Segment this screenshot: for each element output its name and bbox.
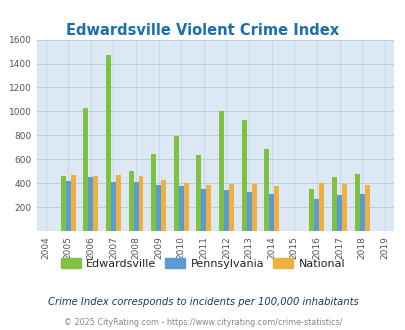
Bar [264, 149, 269, 231]
Bar [218, 112, 224, 231]
Legend: Edwardsville, Pennsylvania, National: Edwardsville, Pennsylvania, National [56, 254, 349, 273]
Bar [336, 194, 341, 231]
Bar [128, 171, 133, 231]
Text: Edwardsville Violent Crime Index: Edwardsville Violent Crime Index [66, 23, 339, 38]
Bar [251, 184, 256, 231]
Bar [161, 180, 166, 231]
Bar [83, 108, 88, 231]
Bar [228, 184, 233, 231]
Bar [359, 194, 364, 231]
Bar [151, 154, 156, 231]
Bar [241, 120, 246, 231]
Text: Crime Index corresponds to incidents per 100,000 inhabitants: Crime Index corresponds to incidents per… [47, 297, 358, 307]
Bar [364, 185, 369, 231]
Bar [319, 183, 324, 231]
Bar [93, 176, 98, 231]
Bar [183, 183, 188, 231]
Text: © 2025 CityRating.com - https://www.cityrating.com/crime-statistics/: © 2025 CityRating.com - https://www.city… [64, 318, 341, 327]
Bar [178, 186, 183, 231]
Bar [331, 177, 336, 231]
Bar [354, 174, 359, 231]
Bar [341, 184, 346, 231]
Bar [106, 55, 111, 231]
Bar [196, 155, 201, 231]
Bar [61, 176, 66, 231]
Bar [201, 188, 206, 231]
Bar [111, 182, 115, 231]
Bar [273, 185, 279, 231]
Bar [133, 182, 138, 231]
Bar [66, 181, 70, 231]
Bar [70, 175, 75, 231]
Bar [314, 199, 319, 231]
Bar [173, 136, 178, 231]
Bar [246, 191, 251, 231]
Bar [115, 175, 121, 231]
Bar [224, 190, 228, 231]
Bar [206, 185, 211, 231]
Bar [156, 185, 161, 231]
Bar [309, 189, 314, 231]
Bar [138, 176, 143, 231]
Bar [88, 177, 93, 231]
Bar [269, 194, 273, 231]
